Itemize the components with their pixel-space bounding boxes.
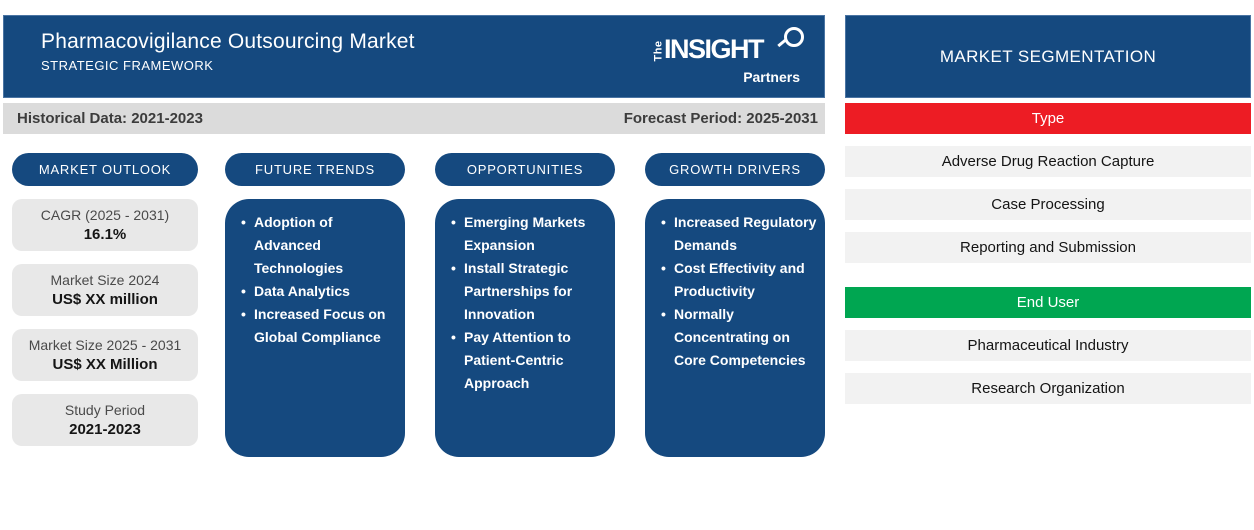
stat-study-period: Study Period 2021-2023 xyxy=(12,394,198,446)
segment-item: Reporting and Submission xyxy=(845,232,1251,263)
stat-value: 2021-2023 xyxy=(69,421,141,438)
growth-drivers-list: Increased Regulatory Demands Cost Effect… xyxy=(661,211,820,372)
growth-drivers-box: Increased Regulatory Demands Cost Effect… xyxy=(645,199,825,457)
opportunities-list: Emerging Markets Expansion Install Strat… xyxy=(451,211,610,395)
list-item: Adoption of Advanced Technologies xyxy=(241,211,400,280)
stat-value: 16.1% xyxy=(83,226,127,243)
period-bar: Historical Data: 2021-2023 Forecast Peri… xyxy=(3,103,825,134)
segment-item: Case Processing xyxy=(845,189,1251,220)
brand-logo: The INSIGHT Partners xyxy=(652,27,804,85)
opportunities-pill: OPPORTUNITIES xyxy=(435,153,615,186)
column-market-outlook: MARKET OUTLOOK CAGR (2025 - 2031) 16.1% … xyxy=(12,153,198,446)
segment-group-end-user: End User xyxy=(845,287,1251,318)
logo-insight: INSIGHT xyxy=(664,34,765,64)
column-future-trends: FUTURE TRENDS Adoption of Advanced Techn… xyxy=(225,153,405,457)
stat-label: Market Size 2025 - 2031 xyxy=(28,337,182,353)
stat-value: US$ XX million xyxy=(52,291,158,308)
opportunities-box: Emerging Markets Expansion Install Strat… xyxy=(435,199,615,457)
stat-label: Market Size 2024 xyxy=(50,272,160,288)
page-subtitle: STRATEGIC FRAMEWORK xyxy=(41,58,214,73)
column-growth-drivers: GROWTH DRIVERS Increased Regulatory Dema… xyxy=(645,153,825,457)
list-item: Cost Effectivity and Productivity xyxy=(661,257,820,303)
list-item: Increased Focus on Global Compliance xyxy=(241,303,400,349)
framework-columns: MARKET OUTLOOK CAGR (2025 - 2031) 16.1% … xyxy=(3,153,825,463)
growth-drivers-pill: GROWTH DRIVERS xyxy=(645,153,825,186)
list-item: Increased Regulatory Demands xyxy=(661,211,820,257)
segment-item: Research Organization xyxy=(845,373,1251,404)
list-item: Data Analytics xyxy=(241,280,400,303)
historical-data-label: Historical Data: 2021-2023 xyxy=(17,110,203,127)
stat-label: CAGR (2025 - 2031) xyxy=(40,207,170,223)
segmentation-header: MARKET SEGMENTATION xyxy=(845,15,1251,98)
stat-label: Study Period xyxy=(64,402,146,418)
market-segmentation-panel: MARKET SEGMENTATION Type Adverse Drug Re… xyxy=(845,15,1251,404)
list-item: Pay Attention to Patient-Centric Approac… xyxy=(451,326,610,395)
left-region: Pharmacovigilance Outsourcing Market STR… xyxy=(3,15,825,463)
stat-market-size-2025-2031: Market Size 2025 - 2031 US$ XX Million xyxy=(12,329,198,381)
page-title: Pharmacovigilance Outsourcing Market xyxy=(41,30,415,53)
market-outlook-pill: MARKET OUTLOOK xyxy=(12,153,198,186)
future-trends-pill: FUTURE TRENDS xyxy=(225,153,405,186)
stat-market-size-2024: Market Size 2024 US$ XX million xyxy=(12,264,198,316)
future-trends-box: Adoption of Advanced Technologies Data A… xyxy=(225,199,405,457)
future-trends-list: Adoption of Advanced Technologies Data A… xyxy=(241,211,400,349)
magnifier-icon xyxy=(784,27,804,47)
forecast-period-label: Forecast Period: 2025-2031 xyxy=(623,110,818,127)
list-item: Emerging Markets Expansion xyxy=(451,211,610,257)
main-header: Pharmacovigilance Outsourcing Market STR… xyxy=(3,15,825,98)
stat-value: US$ XX Million xyxy=(52,356,158,373)
list-item: Install Strategic Partnerships for Innov… xyxy=(451,257,610,326)
column-opportunities: OPPORTUNITIES Emerging Markets Expansion… xyxy=(435,153,615,457)
segment-group-type: Type xyxy=(845,103,1251,134)
segment-item: Adverse Drug Reaction Capture xyxy=(845,146,1251,177)
stat-cagr: CAGR (2025 - 2031) 16.1% xyxy=(12,199,198,251)
logo-partners: Partners xyxy=(743,69,800,85)
logo-the: The xyxy=(652,40,665,62)
list-item: Normally Concentrating on Core Competenc… xyxy=(661,303,820,372)
segment-item: Pharmaceutical Industry xyxy=(845,330,1251,361)
